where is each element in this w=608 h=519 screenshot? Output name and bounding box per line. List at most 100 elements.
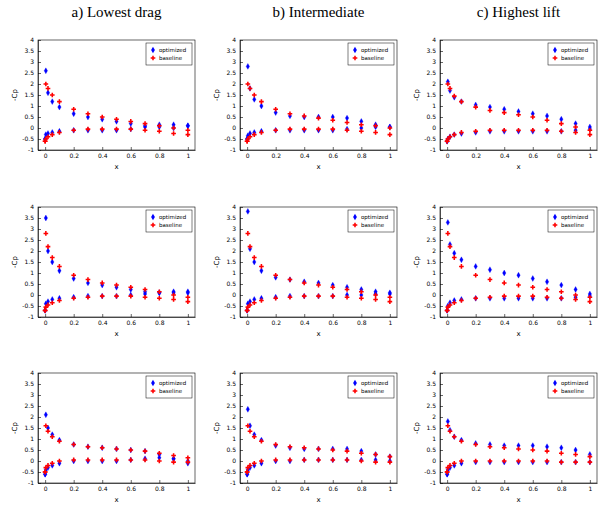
point [288, 295, 293, 300]
point [531, 443, 534, 449]
y-tick: 1 [30, 269, 41, 276]
x-axis-title: x [114, 330, 118, 338]
x-tick-mark [74, 314, 75, 317]
x-tick-mark [447, 147, 448, 150]
y-tick-mark [38, 461, 41, 462]
x-tick: 0 [446, 147, 450, 159]
y-tick: 2 [232, 80, 243, 87]
point [128, 285, 133, 290]
legend-box [348, 376, 394, 398]
legend-marker [553, 214, 557, 220]
point [157, 129, 162, 134]
point [248, 134, 253, 139]
point [345, 128, 350, 133]
point [545, 287, 550, 292]
series-baseline [43, 231, 190, 313]
y-axis-title: -Cp [413, 422, 421, 434]
point [345, 126, 348, 132]
y-tick-label: 1 [232, 269, 236, 276]
x-tick-label: 0.8 [155, 319, 165, 326]
point [452, 132, 457, 137]
y-tick: 2.5 [426, 69, 443, 76]
point [186, 128, 191, 133]
x-tick-label: 0.6 [328, 319, 338, 326]
y-tick: -0.5 [224, 135, 243, 142]
point [459, 99, 464, 104]
y-tick: 0.5 [226, 446, 243, 453]
point [46, 134, 51, 139]
x-tick-label: 0 [44, 152, 48, 159]
x-tick: 1 [588, 314, 592, 326]
legend-marker [353, 389, 358, 394]
point [115, 127, 118, 133]
point [58, 128, 61, 134]
x-tick-mark [45, 480, 46, 483]
x-tick: 0.6 [328, 147, 338, 159]
x-tick-label: 0.8 [557, 152, 567, 159]
point [374, 291, 377, 297]
x-tick: 0.4 [500, 314, 510, 326]
point [316, 116, 321, 121]
y-tick-mark [440, 95, 443, 96]
y-tick-mark [38, 472, 41, 473]
y-tick-label: 2 [30, 80, 34, 87]
x-tick-label: 0.8 [357, 152, 367, 159]
y-tick: 3 [30, 58, 41, 65]
y-tick-label: 0.5 [426, 280, 436, 287]
legend-box [548, 43, 594, 65]
point [101, 293, 104, 299]
point [143, 128, 148, 133]
x-tick-label: 0.6 [126, 485, 136, 492]
y-tick-mark [38, 229, 41, 230]
point [573, 452, 578, 457]
y-tick-mark [440, 428, 443, 429]
y-tick-label: -1 [230, 313, 236, 320]
x-tick-label: 0.6 [126, 319, 136, 326]
point [460, 131, 463, 137]
point [448, 134, 453, 139]
point [246, 406, 249, 412]
x-tick-mark [131, 314, 132, 317]
y-tick-mark [38, 51, 41, 52]
x-axis-title: x [114, 163, 118, 171]
y-tick-label: -0.5 [22, 302, 34, 309]
y-tick-mark [38, 73, 41, 74]
y-tick-mark [38, 251, 41, 252]
point [559, 289, 564, 294]
point [330, 285, 335, 290]
point [473, 442, 478, 447]
point [574, 287, 577, 293]
plot-frame [440, 373, 597, 483]
y-tick-label: -0.5 [22, 135, 34, 142]
point [101, 127, 104, 133]
point [100, 445, 105, 450]
legend: optimizedbaseline [348, 43, 394, 65]
x-tick-label: 1 [388, 319, 392, 326]
point [44, 412, 47, 418]
legend-label: baseline [159, 55, 183, 61]
x-tick-label: 1 [388, 485, 392, 492]
point [186, 123, 189, 129]
y-tick-mark [440, 317, 443, 318]
y-tick-mark [440, 128, 443, 129]
x-tick: 1 [388, 314, 392, 326]
x-tick-label: 0.8 [357, 319, 367, 326]
y-tick: 1 [232, 269, 243, 276]
legend-marker [553, 47, 557, 53]
legend-label: baseline [361, 222, 385, 228]
point [86, 458, 91, 463]
point [114, 447, 119, 452]
point [186, 123, 189, 129]
point [288, 458, 293, 463]
point [302, 281, 307, 286]
y-tick-mark [440, 251, 443, 252]
point [288, 277, 291, 283]
y-tick-mark [240, 373, 243, 374]
y-tick-mark [38, 207, 41, 208]
y-tick-mark [440, 284, 443, 285]
y-tick: 3.5 [226, 214, 243, 221]
legend-label: optimized [361, 214, 388, 221]
y-tick: 2 [30, 80, 41, 87]
y-tick-mark [240, 273, 243, 274]
y-axis-title: -Cp [11, 422, 19, 434]
